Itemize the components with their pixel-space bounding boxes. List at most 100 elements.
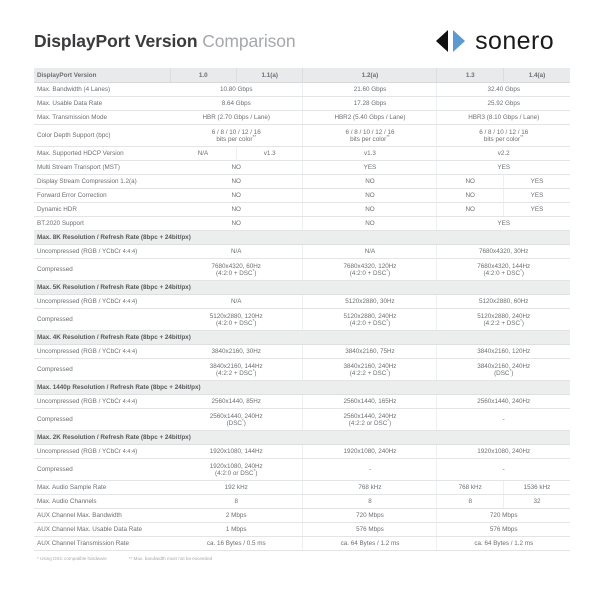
table-cell-value: 5120x2880, 240Hz (4:2:0 + DSC*)	[302, 308, 437, 331]
table-row: Max. Supported HDCP Version N/A v1.3 v1.3 v2…	[34, 146, 570, 161]
cell-primary-text: v1.3	[364, 150, 376, 157]
cell-primary-text: 1920x1080, 240Hz	[477, 448, 531, 455]
cell-secondary-text: (4:2:0 + DSC*)	[215, 317, 257, 327]
cell-primary-text: 32	[533, 498, 541, 505]
row-label: Uncompressed (RGB / YCbCr 4:4:4)	[34, 344, 170, 359]
cell-primary-text: 5120x2880, 60Hz	[479, 298, 529, 305]
footnotes: * Using DSC compatible hardware ** Max. …	[0, 551, 600, 561]
cell-primary-text: NO	[365, 192, 375, 199]
cell-secondary-text: (4:2:0 + DSC*)	[483, 267, 524, 277]
footnote-marker: **	[519, 133, 524, 139]
table-cell-value: 3840x2160, 75Hz	[302, 344, 437, 359]
table-cell-value: YES	[502, 202, 570, 217]
table-cell-value: 7680x4320, 30Hz	[436, 244, 570, 259]
cell-primary-text: 576 Mbps	[356, 526, 384, 533]
row-label: Dynamic HDR	[34, 202, 170, 217]
brand-name: sonero	[475, 26, 554, 55]
table-cell-value: -	[436, 408, 570, 431]
cell-primary-text: 10.80 Gbps	[219, 86, 253, 93]
table-cell-value: 32.40 Gbps	[436, 82, 570, 97]
comparison-table-container: DisplayPort Version 1.0 1.1(a) 1.2(a) 1.3 1.4…	[0, 52, 600, 551]
cell-secondary-text: bits per color**	[483, 133, 524, 143]
table-cell-value: NO	[436, 174, 504, 189]
table-cell-value: 8	[170, 494, 303, 509]
cell-primary-text: YES	[497, 220, 511, 227]
table-cell-value: 5120x2880, 60Hz	[436, 294, 570, 309]
table-cell-value: 1 Mbps	[170, 522, 303, 537]
cell-primary-text: -	[502, 416, 505, 423]
page-title-strong: DisplayPort Version	[34, 30, 198, 51]
cell-primary-text: NO	[365, 220, 375, 227]
table-cell-value: 1920x1080, 240Hz	[302, 444, 437, 459]
table-cell-value: ca. 64 Bytes / 1.2 ms	[302, 536, 437, 551]
section-header-label: Max. 8K Resolution / Refresh Rate (8bpc …	[34, 230, 570, 245]
table-cell-value: N/A	[302, 244, 437, 259]
row-label: Display Stream Compression 1.2(a)	[34, 174, 170, 189]
table-cell-value: 192 kHz	[170, 480, 303, 495]
table-cell-value: NO	[436, 188, 504, 203]
cell-primary-text: 2560x1440, 240Hz	[209, 412, 263, 420]
table-row: Uncompressed (RGB / YCbCr 4:4:4) 3840x216…	[34, 344, 570, 359]
table-cell-value: 576 Mbps	[436, 522, 570, 537]
table-cell-value: 8	[436, 494, 504, 509]
cell-primary-text: 2560x1440, 240Hz	[343, 412, 397, 420]
row-label: Compressed	[34, 458, 170, 481]
table-row: Display Stream Compression 1.2(a) NO NO NO Y…	[34, 174, 570, 189]
cell-primary-text: v2.2	[497, 150, 510, 157]
cell-primary-text: v1.3	[263, 150, 276, 157]
table-cell-value: 1920x1080, 144Hz	[170, 444, 303, 459]
cell-primary-text: 8	[368, 498, 372, 505]
column-header-version: 1.2(a)	[302, 68, 437, 83]
table-row: Max. Transmission Mode HBR (2.70 Gbps / L…	[34, 110, 570, 125]
table-section-header-row: Max. 2K Resolution / Refresh Rate (8bpc …	[34, 430, 570, 445]
cell-primary-text: 192 kHz	[224, 484, 248, 491]
table-row: Compressed 7680x4320, 60Hz (4:2:0 + DSC*) 7…	[34, 258, 570, 281]
footnote-marker: *	[252, 367, 255, 373]
cell-primary-text: ca. 16 Bytes / 0.5 ms	[206, 540, 266, 547]
cell-primary-text: 5120x2880, 240Hz	[477, 312, 531, 320]
table-cell-value: 768 kHz	[302, 480, 437, 495]
sonero-chevron-logo-icon	[436, 30, 466, 52]
column-header-version: 1.4(a)	[502, 68, 570, 83]
table-row: Uncompressed (RGB / YCbCr 4:4:4) N/A 5120x…	[34, 294, 570, 309]
column-header-version: 1.1(a)	[235, 68, 303, 83]
cell-secondary-text: (4:2:2 or DSC*)	[348, 417, 392, 427]
table-cell-value: NO	[302, 188, 437, 203]
row-label: Color Depth Support (bpc)	[34, 124, 170, 147]
table-row: Uncompressed (RGB / YCbCr 4:4:4) 1920x108…	[34, 444, 570, 459]
table-cell-value: 5120x2880, 30Hz	[302, 294, 437, 309]
footnote-marker: *	[252, 317, 255, 323]
table-section-header-row: Max. 1440p Resolution / Refresh Rate (8b…	[34, 380, 570, 395]
cell-primary-text: 768 kHz	[358, 484, 382, 491]
table-cell-value: v1.3	[235, 146, 303, 161]
cell-secondary-text: (DSC*)	[226, 417, 246, 427]
cell-primary-text: NO	[465, 192, 475, 199]
table-cell-value: N/A	[170, 244, 303, 259]
cell-primary-text: 1920x1080, 240Hz	[343, 448, 397, 455]
table-cell-value: 1920x1080, 240Hz (4:2:0 or DSC*)	[170, 458, 303, 481]
table-cell-value: YES	[302, 160, 437, 175]
table-cell-value: NO	[302, 174, 437, 189]
cell-primary-text: 1920x1080, 144Hz	[209, 448, 263, 455]
footnote-bandwidth: ** Max. bandwidth must not be exceeded	[128, 556, 213, 561]
cell-primary-text: 25.92 Gbps	[487, 100, 521, 107]
cell-primary-text: 3840x2160, 75Hz	[345, 348, 395, 355]
footnote-marker: *	[252, 267, 255, 273]
table-cell-value: 25.92 Gbps	[436, 96, 570, 111]
table-cell-value: N/A	[170, 146, 237, 161]
footnote-marker: *	[387, 417, 390, 423]
cell-primary-text: -	[368, 466, 372, 473]
cell-primary-text: 576 Mbps	[489, 526, 518, 533]
cell-primary-text: N/A	[197, 150, 209, 157]
cell-secondary-text: (4:2:0 + DSC*)	[349, 317, 391, 327]
cell-primary-text: HBR (2.70 Gbps / Lane)	[202, 114, 271, 121]
cell-primary-text: 3840x2160, 30Hz	[211, 348, 261, 355]
cell-primary-text: 6 / 8 / 10 / 12 / 16	[479, 128, 529, 136]
table-cell-value: 6 / 8 / 10 / 12 / 16 bits per color**	[436, 124, 570, 147]
cell-secondary-text: bits per color**	[350, 133, 390, 143]
footnote-marker: **	[386, 133, 390, 139]
cell-primary-text: 7680x4320, 120Hz	[343, 262, 397, 270]
row-label: Compressed	[34, 258, 170, 281]
table-cell-value: 7680x4320, 60Hz (4:2:0 + DSC*)	[170, 258, 303, 281]
